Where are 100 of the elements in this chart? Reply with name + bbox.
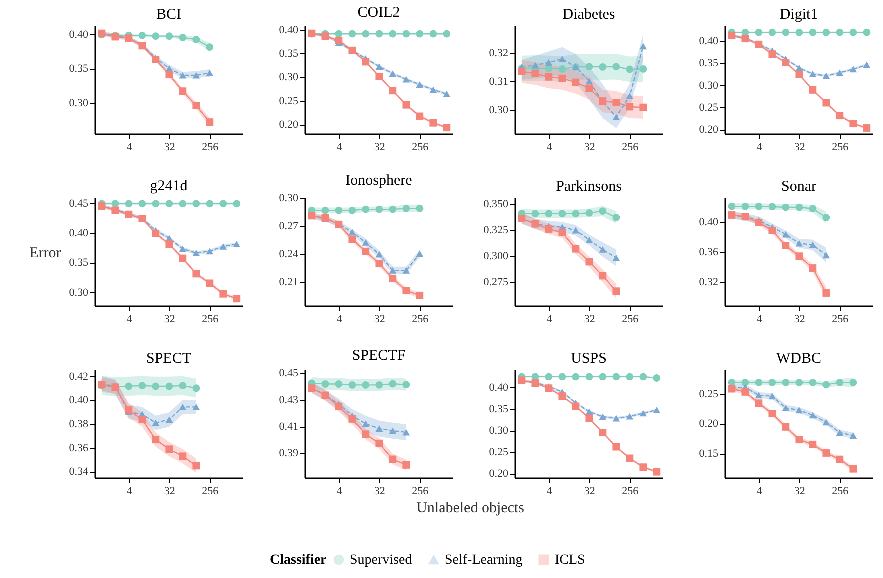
x-tick-label: 32 [584,142,596,154]
y-tick-label: 0.30 [489,104,509,116]
x-axis-title: Unlabeled objects [416,500,525,516]
x-tick-label: 256 [832,486,850,498]
x-tick-label: 32 [794,486,806,498]
chart-title: Digit1 [780,7,818,23]
chart-title: Diabetes [562,7,616,23]
x-tick-label: 256 [622,314,640,326]
y-tick-label: 0.40 [69,394,89,407]
x-tick-label: 256 [622,142,640,154]
x-tick-label: 4 [126,486,133,498]
x-tick-label: 4 [336,314,343,326]
x-tick-label: 4 [546,314,553,326]
chart-title: USPS [571,351,607,367]
y-tick-label: 0.35 [489,403,509,416]
y-tick-label: 0.35 [69,63,89,76]
x-tick-label: 256 [202,314,220,326]
chart-title: BCI [156,7,182,23]
y-tick-label: 0.275 [484,276,509,289]
x-tick-label: 32 [164,486,176,498]
y-tick-label: 0.30 [69,98,89,110]
y-tick-label: 0.34 [69,466,89,478]
legend-label: Self-Learning [445,553,523,568]
x-tick-label: 32 [374,142,386,154]
y-tick-label: 0.30 [489,425,509,438]
y-tick-label: 0.40 [699,216,719,228]
y-tick-label: 0.40 [69,28,89,41]
chart-title: Sonar [782,179,816,195]
x-tick-label: 4 [756,142,763,154]
y-tick-label: 0.325 [484,224,509,237]
y-tick-label: 0.41 [279,421,298,434]
y-tick-label: 0.27 [279,220,299,232]
y-tick-label: 0.35 [279,48,299,60]
x-tick-label: 4 [546,142,553,154]
x-tick-label: 4 [336,142,343,154]
y-tick-label: 0.43 [279,394,299,406]
x-tick-label: 4 [756,486,763,498]
y-axis-title: Error [30,246,62,262]
y-tick-label: 0.24 [279,248,299,260]
y-tick-label: 0.25 [489,446,509,459]
y-tick-label: 0.40 [69,228,89,240]
y-tick-label: 0.36 [699,246,719,258]
x-tick-label: 4 [126,314,133,326]
x-tick-label: 256 [412,486,430,498]
y-tick-label: 0.31 [489,76,508,88]
x-tick-label: 32 [794,314,806,326]
y-tick-label: 0.350 [484,198,509,211]
y-tick-label: 0.39 [279,448,299,460]
y-tick-label: 0.40 [279,24,299,36]
legend-label: ICLS [555,553,586,568]
x-tick-label: 256 [832,314,850,326]
x-tick-label: 32 [584,314,596,326]
x-tick-label: 256 [202,486,220,498]
y-tick-label: 0.25 [279,95,299,108]
y-tick-label: 0.40 [699,36,719,48]
x-tick-label: 256 [622,486,640,498]
y-tick-label: 0.40 [489,382,509,394]
x-tick-label: 256 [832,142,850,154]
chart-title: COIL2 [358,4,400,21]
x-tick-label: 4 [756,314,763,326]
y-tick-label: 0.42 [69,370,88,383]
y-tick-label: 0.25 [699,102,719,114]
x-tick-label: 4 [336,486,343,498]
legend-label: Supervised [350,553,412,568]
y-tick-label: 0.45 [69,198,89,210]
y-tick-label: 0.20 [699,418,719,430]
y-tick-label: 0.32 [489,48,508,60]
y-tick-label: 0.20 [489,468,509,480]
chart-title: Parkinsons [556,179,622,195]
y-tick-label: 0.30 [699,80,719,92]
y-tick-label: 0.25 [699,388,719,400]
chart-title: SPECT [146,351,192,367]
y-tick-label: 0.20 [279,119,299,132]
x-tick-label: 32 [584,486,596,498]
y-tick-label: 0.38 [69,418,89,430]
y-tick-label: 0.15 [699,448,719,460]
x-tick-label: 32 [164,142,176,154]
x-tick-label: 32 [164,314,176,326]
x-tick-label: 32 [374,314,386,326]
y-tick-label: 0.30 [69,286,89,299]
y-tick-label: 0.300 [484,250,509,263]
x-tick-label: 256 [412,142,430,154]
y-tick-label: 0.36 [69,442,89,454]
y-tick-label: 0.35 [699,58,719,70]
y-tick-label: 0.20 [699,124,719,136]
x-tick-label: 4 [546,486,553,498]
y-tick-label: 0.35 [69,257,89,270]
x-tick-label: 256 [412,314,430,326]
x-tick-label: 32 [794,142,806,154]
legend-title: Classifier [270,553,327,568]
y-tick-label: 0.30 [279,192,299,204]
y-tick-label: 0.32 [699,276,718,288]
chart-title: Ionosphere [346,173,413,189]
x-tick-label: 4 [126,142,133,154]
y-tick-label: 0.21 [279,276,298,288]
chart-title: g241d [150,178,188,194]
x-tick-label: 32 [374,486,386,498]
y-tick-label: 0.30 [279,72,299,84]
x-tick-label: 256 [202,142,220,154]
chart-title: WDBC [776,351,822,367]
